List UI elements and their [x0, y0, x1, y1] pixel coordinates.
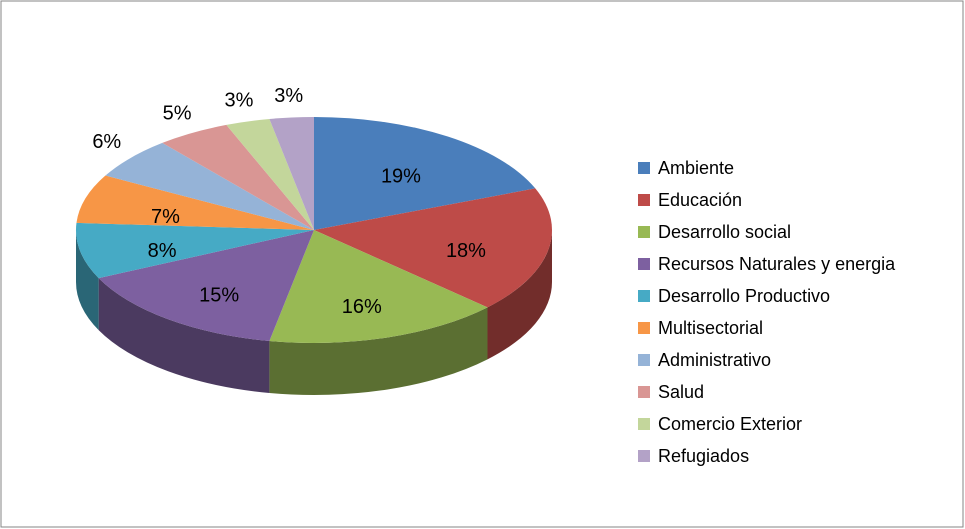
data-label: 7%: [151, 206, 180, 228]
slice: [269, 117, 314, 230]
legend-label: Desarrollo social: [658, 222, 791, 242]
legend-swatch: [638, 194, 650, 206]
legend-swatch: [638, 226, 650, 238]
legend-label: Administrativo: [658, 350, 771, 370]
legend-label: Salud: [658, 382, 704, 402]
legend-swatch: [638, 162, 650, 174]
data-label: 16%: [342, 296, 382, 318]
slice: [226, 119, 314, 230]
legend-label: Refugiados: [658, 446, 749, 466]
data-label: 8%: [148, 240, 177, 262]
legend-swatch: [638, 258, 650, 270]
legend-label: Desarrollo Productivo: [658, 286, 830, 306]
legend-label: Recursos Naturales y energia: [658, 254, 896, 274]
slice-side: [269, 307, 488, 396]
legend-swatch: [638, 418, 650, 430]
legend-swatch: [638, 290, 650, 302]
slice-side: [98, 278, 270, 393]
legend-label: Multisectorial: [658, 318, 763, 338]
slice: [105, 142, 314, 230]
slice: [314, 117, 536, 230]
slice: [76, 175, 314, 230]
slice: [98, 230, 315, 341]
legend-swatch: [638, 322, 650, 334]
slice-side: [76, 230, 99, 331]
data-label: 18%: [446, 240, 486, 262]
legend-label: Educación: [658, 190, 742, 210]
data-label: 5%: [163, 102, 192, 124]
legend-swatch: [638, 354, 650, 366]
data-label: 19%: [381, 166, 421, 188]
legend-swatch: [638, 450, 650, 462]
slice: [269, 230, 488, 344]
legend-label: Comercio Exterior: [658, 414, 802, 434]
slice: [75, 222, 314, 279]
data-label: 6%: [92, 131, 121, 153]
data-label: 3%: [274, 85, 303, 107]
slice: [162, 124, 314, 230]
data-label: 15%: [199, 284, 239, 306]
legend-swatch: [638, 386, 650, 398]
data-label: 3%: [225, 90, 254, 112]
legend-label: Ambiente: [658, 158, 734, 178]
slice-side: [487, 230, 552, 360]
slice: [314, 188, 552, 308]
